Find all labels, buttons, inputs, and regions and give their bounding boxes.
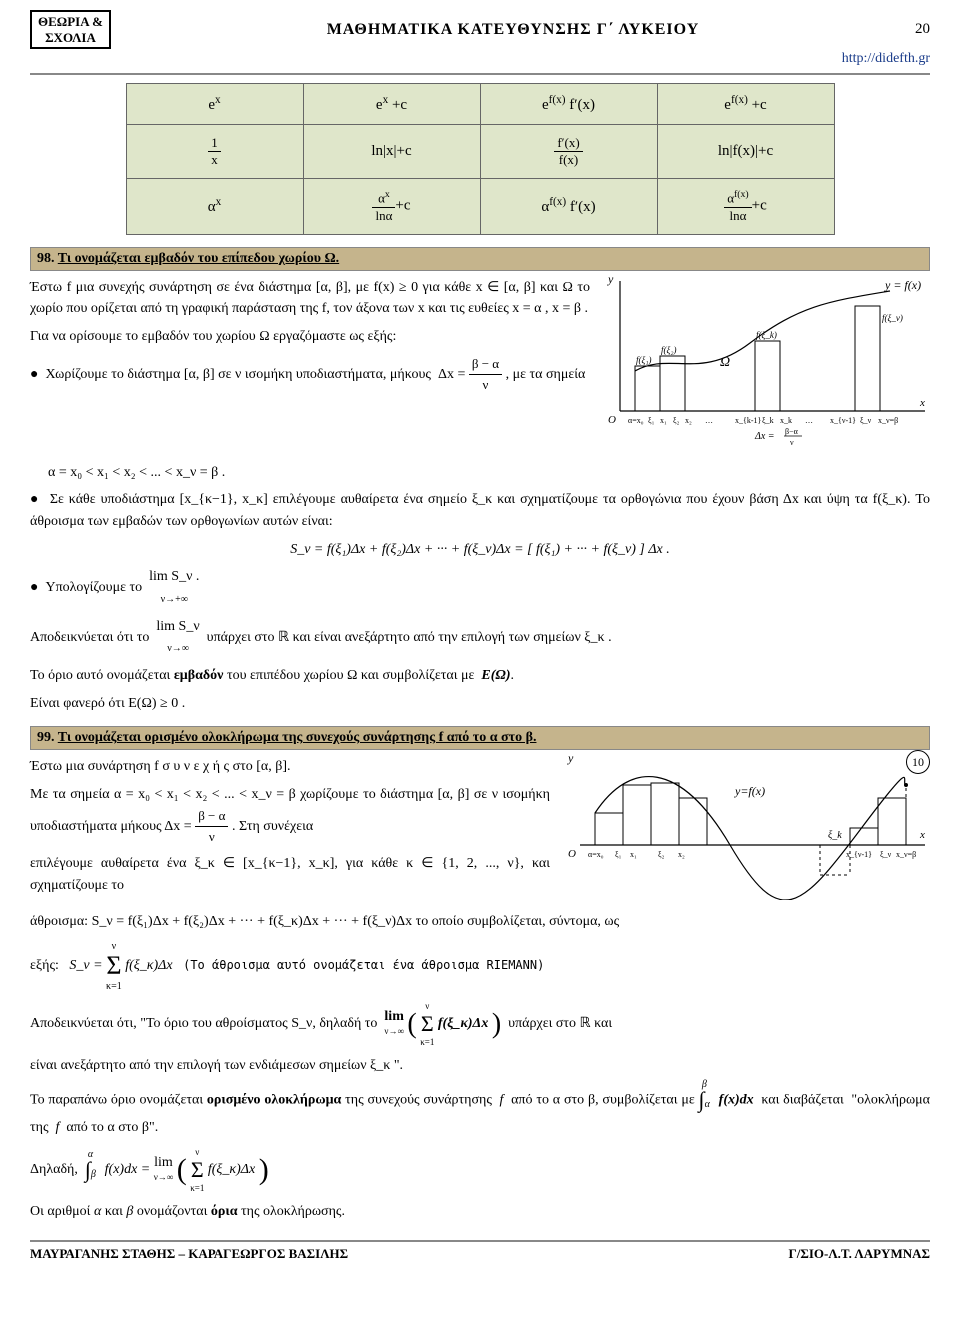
page: ΘΕΩΡΙΑ & ΣΧΟΛΙΑ ΜΑΘΗΜΑΤΙΚΑ ΚΑΤΕΥΘΥΝΣΗΣ Γ… [0,0,960,1338]
integral-table: ex ex +c ef(x) f′(x) ef(x) +c 1x ln|x|+c… [126,83,835,234]
url-link[interactable]: http://didefth.gr [30,51,930,67]
cell: ln|f(x)|+c [657,125,834,179]
page-title: ΜΑΘΗΜΑΤΙΚΑ ΚΑΤΕΥΘΥΝΣΗΣ Γ΄ ΛΥΚΕΙΟΥ [327,21,700,39]
section-99-num: 99. [37,730,55,745]
svg-text:ξ_ν: ξ_ν [860,416,872,425]
s98-sum: S_ν = f(ξ₁)Δx + f(ξ₂)Δx + ··· + f(ξ_ν)Δx… [30,539,930,561]
svg-text:α=x₀: α=x₀ [588,850,604,859]
theory-line2: ΣΧΟΛΙΑ [45,30,96,45]
footer-left: ΜΑΥΡΑΓΑΝΗΣ ΣΤΑΘΗΣ – ΚΑΡΑΓΕΩΡΓΟΣ ΒΑΣΙΛΗΣ [30,1246,348,1262]
s98-bullet3: ● Υπολογίζουμε το lim S_ν . ν→+∞ [30,566,930,609]
footer: ΜΑΥΡΑΓΑΝΗΣ ΣΤΑΘΗΣ – ΚΑΡΑΓΕΩΡΓΟΣ ΒΑΣΙΛΗΣ … [30,1240,930,1262]
svg-text:ξ₁: ξ₁ [648,416,655,425]
svg-text:α=x₀: α=x₀ [628,416,644,425]
x-axis-label-2: x [919,829,925,841]
s99-p8: Οι αριθμοί α και β ονομάζονται όρια της … [30,1201,930,1223]
s99-p4: Αποδεικνύεται ότι, "Το όριο του αθροίσμα… [30,999,930,1049]
riemann-figure-1: y y = f(x) O x f(ξ₁) f(ξ₂) f(ξ_k) f(ξ_ν)… [600,271,930,451]
section-98-title: Τι ονομάζεται εμβαδόν του επίπεδου χωρίο… [58,251,339,266]
s98-p2: Για να ορίσουμε το εμβαδόν του χωρίου Ω … [30,326,590,348]
cell: αx [126,179,303,234]
svg-text:x_{ν-1}: x_{ν-1} [830,416,856,425]
svg-text:ξ_ν: ξ_ν [880,850,892,859]
svg-text:Δx =: Δx = [754,431,775,442]
svg-text:x_ν=β: x_ν=β [878,416,898,425]
svg-text:x₁: x₁ [660,416,667,425]
s99-p1: Έστω μια συνάρτηση f σ υ ν ε χ ή ς στο [… [30,756,550,778]
cell: ef(x) +c [657,84,834,125]
curve-label-2: y=f(x) [734,784,765,798]
svg-text:x_{k-1}: x_{k-1} [735,416,762,425]
s99-p3: επιλέγουμε αυθαίρετα ένα ξ_κ ∈ [x_{κ−1},… [30,853,550,896]
s99-p5: είναι ανεξάρτητο από την επιλογή των ενδ… [30,1055,930,1077]
x-axis-label: x [919,397,925,409]
header: ΘΕΩΡΙΑ & ΣΧΟΛΙΑ ΜΑΘΗΜΑΤΙΚΑ ΚΑΤΕΥΘΥΝΣΗΣ Γ… [30,10,930,49]
svg-text:x_ν=β: x_ν=β [896,850,916,859]
s98-partition: α = x₀ < x₁ < x₂ < ... < x_ν = β . [30,462,930,484]
s98-p1: Έστω f μια συνεχής συνάρτηση σε ένα διάσ… [30,277,590,320]
cell: 1x [126,125,303,179]
svg-text:ξ₂: ξ₂ [673,416,680,425]
s98-bullet2: ● Σε κάθε υποδιάστημα [x_{κ−1}, x_κ] επι… [30,489,930,532]
s99-p7: Δηλαδή, ∫βα f(x)dx = lim ν→∞ ( ν Σ κ=1 f… [30,1145,930,1195]
footer-right: Γ/ΣΙΟ-Λ.Τ. ΛΑΡΥΜΝΑΣ [788,1246,930,1262]
svg-text:x_{ν-1}: x_{ν-1} [846,850,872,859]
svg-text:ξ₁: ξ₁ [615,850,622,859]
table-row: ex ex +c ef(x) f′(x) ef(x) +c [126,84,834,125]
fxi2: f(ξ₂) [661,345,676,355]
theory-line1: ΘΕΩΡΙΑ & [38,14,103,29]
cell: ex [126,84,303,125]
fxi1: f(ξ₁) [636,355,651,365]
cell: αxlnα+c [303,179,480,234]
section-99-title: Τι ονομάζεται ορισμένο ολοκλήρωμα της συ… [58,730,537,745]
s99-p2: Με τα σημεία α = x₀ < x₁ < x₂ < ... < x_… [30,784,550,847]
s99-p6: Το παραπάνω όριο ονομάζεται ορισμένο ολο… [30,1083,930,1139]
xi-k-label: ξ_k [828,830,842,841]
section-99-bar: 99. Τι ονομάζεται ορισμένο ολοκλήρωμα τη… [30,726,930,750]
s98-bullet1: ● Χωρίζουμε το διάστημα [α, β] σε ν ισομ… [30,354,590,395]
origin-label-2: O [568,848,576,860]
svg-text:x_k: x_k [780,416,792,425]
svg-text:x₂: x₂ [678,850,685,859]
riemann-figure-2: y O x [560,750,930,900]
cell: αf(x) f′(x) [480,179,657,234]
table-row: 1x ln|x|+c f′(x)f(x) ln|f(x)|+c [126,125,834,179]
svg-text:x₁: x₁ [630,850,637,859]
curve-label: y = f(x) [884,278,921,292]
svg-text:ξ₂: ξ₂ [658,850,665,859]
y-axis-label: y [607,272,614,286]
svg-text:x₂: x₂ [685,416,692,425]
origin-label: O [608,414,616,426]
s99-sum: άθροισμα: S_ν = f(ξ₁)Δx + f(ξ₂)Δx + ··· … [30,911,930,933]
cell: ln|x|+c [303,125,480,179]
s98-p4: Είναι φανερό ότι E(Ω) ≥ 0 . [30,693,930,715]
cell: f′(x)f(x) [480,125,657,179]
page-number: 20 [915,21,930,38]
theory-box: ΘΕΩΡΙΑ & ΣΧΟΛΙΑ [30,10,111,49]
svg-text:ξ_k: ξ_k [762,416,774,425]
svg-text:…: … [805,416,813,425]
table-row: αx αxlnα+c αf(x) f′(x) αf(x)lnα+c [126,179,834,234]
s98-figure: y y = f(x) O x f(ξ₁) f(ξ₂) f(ξ_k) f(ξ_ν)… [600,271,930,456]
cell: αf(x)lnα+c [657,179,834,234]
svg-text:ν: ν [790,438,794,447]
s98-p3: Το όριο αυτό ονομάζεται εμβαδόν του επιπ… [30,665,930,687]
svg-text:…: … [705,416,713,425]
s99-sum2: εξής: S_ν = ν Σ κ=1 f(ξ_κ)Δx (Το άθροισμ… [30,939,930,993]
cell: ef(x) f′(x) [480,84,657,125]
s99-figure: 10 y O x [560,750,930,905]
s98-proof: Αποδεικνύεται ότι το lim S_ν ν→∞ υπάρχει… [30,616,930,659]
section-98-num: 98. [37,251,55,266]
section-98-bar: 98. Τι ονομάζεται εμβαδόν του επίπεδου χ… [30,247,930,271]
fxin: f(ξ_ν) [882,313,903,323]
cell: ex +c [303,84,480,125]
y-axis-label-2: y [567,751,574,765]
svg-text:β−α: β−α [785,427,799,436]
